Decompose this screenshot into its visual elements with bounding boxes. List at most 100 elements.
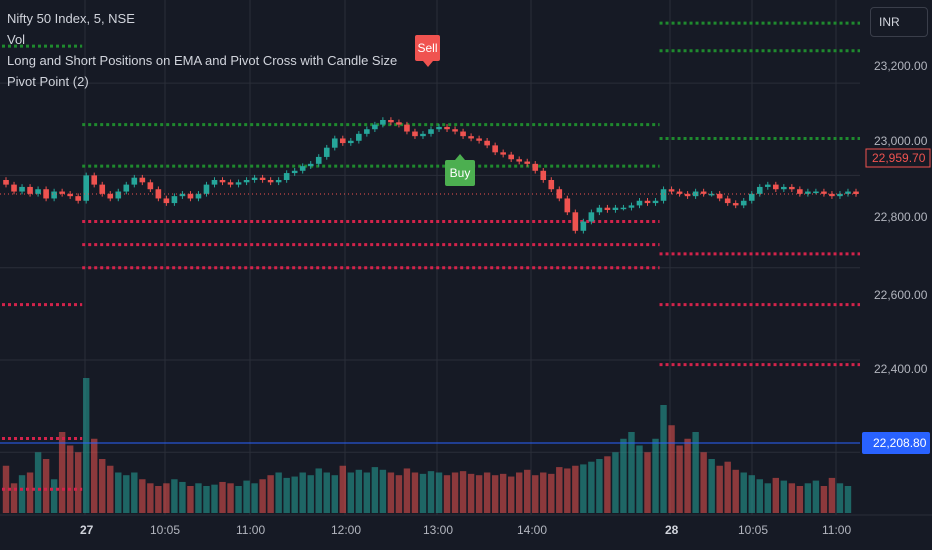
volume-bar	[628, 432, 635, 513]
candle-body	[404, 124, 410, 132]
volume-bar	[34, 452, 42, 513]
volume-bar	[195, 483, 202, 513]
volume-bar	[580, 464, 587, 513]
volume-bar	[115, 472, 122, 513]
candle-body	[748, 193, 755, 201]
candle-body	[75, 196, 81, 201]
volume-bar	[163, 483, 170, 513]
volume-bar	[26, 472, 34, 513]
volume-bar	[467, 473, 475, 513]
legend-strategy[interactable]: Long and Short Positions on EMA and Pivo…	[7, 53, 398, 68]
volume-bar	[652, 438, 659, 513]
volume-bar	[171, 479, 178, 513]
volume-bar	[155, 486, 162, 513]
volume-bar	[612, 452, 619, 513]
volume-bar	[700, 452, 707, 513]
volume-bar	[836, 483, 844, 513]
candle-body	[668, 189, 675, 192]
volume-bar	[596, 459, 603, 513]
candle-body	[716, 193, 723, 199]
volume-bar	[203, 486, 210, 513]
volume-bar	[179, 481, 186, 513]
candle-body	[789, 186, 795, 190]
candle-body	[163, 198, 170, 204]
volume-bar	[796, 486, 804, 513]
volume-bar	[347, 472, 355, 513]
candlesticks	[0, 117, 860, 234]
candle-body	[171, 196, 178, 204]
candle-body	[115, 191, 122, 199]
sell-signal-label: Sell	[415, 35, 440, 67]
volume-bar	[756, 479, 763, 513]
candle-body	[348, 140, 354, 144]
y-tick-label: 22,800.00	[874, 210, 928, 224]
volume-bar	[804, 483, 812, 513]
time-axis[interactable]: 27 10:05 11:00 12:00 13:00 14:00 28 10:0…	[80, 523, 851, 537]
candle-body	[307, 163, 314, 167]
candle-body	[11, 184, 17, 192]
candle-body	[372, 124, 378, 130]
volume-bar	[708, 459, 715, 513]
volume-bar	[443, 475, 451, 513]
candle-body	[51, 191, 57, 199]
volume-bar	[451, 472, 459, 513]
chart-legend: Nifty 50 Index, 5, NSE Vol Long and Shor…	[7, 8, 397, 92]
candle-body	[195, 193, 202, 199]
volume-bar	[764, 483, 771, 513]
candle-body	[315, 156, 322, 164]
volume-bar	[139, 479, 146, 513]
x-tick-label: 10:05	[150, 523, 180, 537]
volume-bars	[2, 378, 852, 513]
volume-bar	[243, 480, 250, 513]
candle-body	[837, 193, 843, 197]
volume-bar	[387, 472, 395, 513]
volume-bar	[499, 473, 507, 513]
crosshair-price-box	[862, 432, 930, 454]
volume-bar	[411, 472, 419, 513]
candle-body	[219, 180, 226, 183]
legend-volume[interactable]: Vol	[7, 32, 26, 47]
volume-bar	[299, 472, 306, 513]
volume-bar	[475, 475, 483, 513]
volume-bar	[379, 469, 387, 513]
candle-body	[452, 129, 458, 132]
volume-bar	[828, 477, 836, 513]
candle-body	[660, 189, 667, 201]
volume-bar	[564, 468, 571, 513]
candle-body	[476, 138, 482, 141]
x-tick-label: 27	[80, 523, 94, 537]
candle-body	[797, 189, 803, 194]
grid-lines	[0, 0, 932, 516]
volume-bar	[395, 475, 403, 513]
candle-body	[516, 159, 523, 162]
volume-bar	[259, 479, 266, 513]
candle-body	[500, 152, 506, 155]
candle-body	[524, 161, 531, 164]
volume-bar	[459, 471, 467, 513]
volume-bar	[748, 475, 755, 513]
candle-body	[396, 122, 402, 125]
legend-pivot[interactable]: Pivot Point (2)	[7, 74, 89, 89]
volume-bar	[91, 438, 98, 513]
candle-body	[428, 129, 434, 134]
volume-bar	[588, 461, 595, 513]
candle-body	[444, 126, 450, 130]
currency-button[interactable]: INR	[870, 7, 928, 37]
volume-bar	[58, 432, 66, 513]
volume-bar	[532, 475, 539, 513]
candle-body	[339, 138, 346, 144]
buy-signal-label: Buy	[445, 154, 475, 186]
volume-bar	[275, 472, 282, 513]
candle-body	[732, 203, 739, 206]
candle-body	[19, 186, 25, 192]
x-tick-label: 13:00	[423, 523, 453, 537]
legend-symbol[interactable]: Nifty 50 Index, 5, NSE	[7, 11, 135, 26]
volume-bar	[772, 477, 780, 513]
candle-body	[756, 186, 763, 194]
x-tick-label: 11:00	[236, 523, 265, 537]
candle-body	[845, 191, 851, 194]
price-axis[interactable]: 23,200.00 23,000.00 22,800.00 22,600.00 …	[862, 59, 931, 454]
candle-body	[331, 138, 338, 148]
volume-bar	[556, 467, 563, 513]
